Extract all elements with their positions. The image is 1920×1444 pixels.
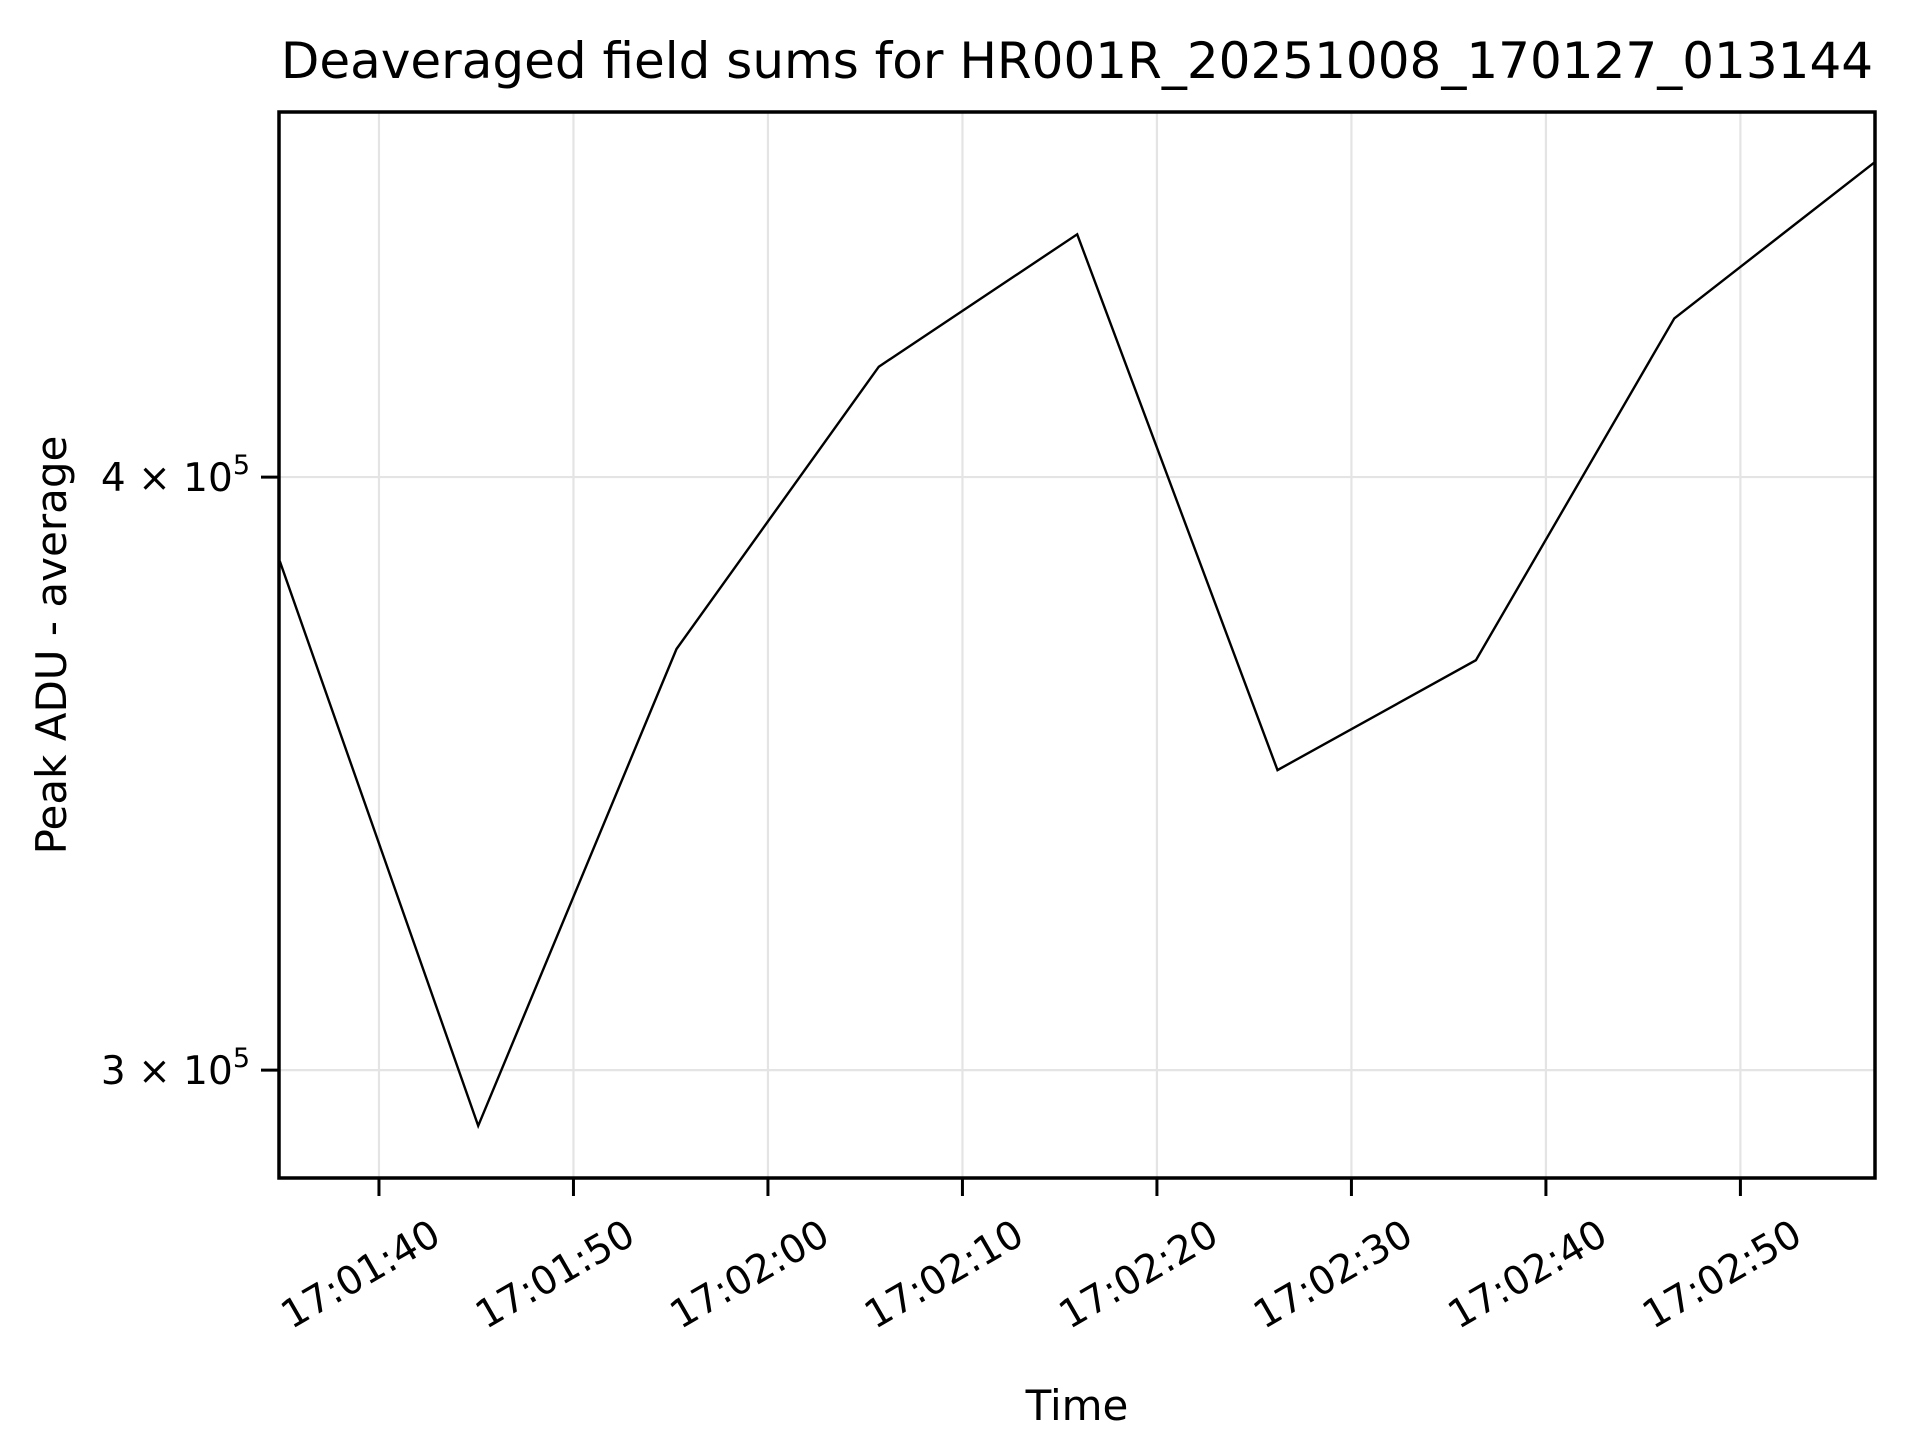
data-line [278,161,1876,1130]
y-axis-tick-labels: 3 × 105 4 × 105 [101,450,250,1094]
y-tick-label: 4 × 105 [101,450,250,501]
gridlines [279,112,1875,1178]
chart-title: Deaveraged field sums for HR001R_2025100… [281,32,1873,90]
plot-border [277,110,1877,1180]
y-axis-label: Peak ADU - average [27,436,76,855]
tick-marks [261,475,1742,1196]
y-tick-label: 3 × 105 [101,1043,250,1094]
x-axis-label: Time [1025,1381,1129,1430]
